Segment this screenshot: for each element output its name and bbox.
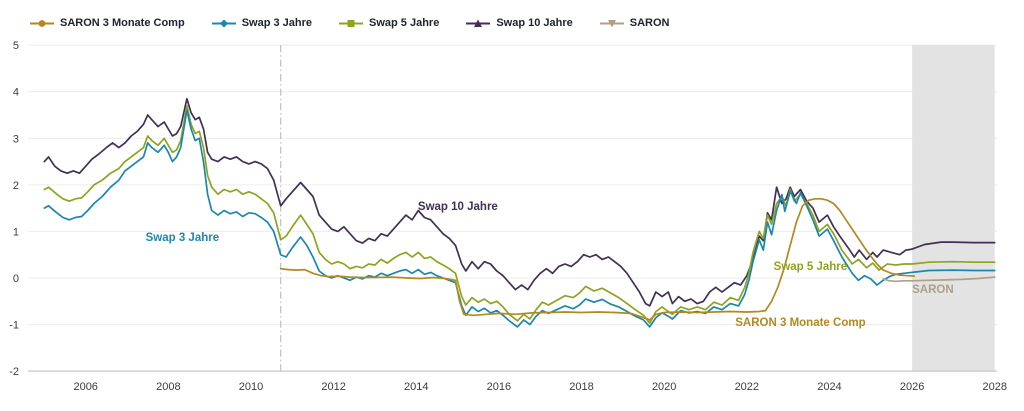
y-tick-label: 2 [13,180,19,192]
triangle-down-marker-icon [599,18,624,29]
legend-item-swap-10-jahre: Swap 10 Jahre [466,17,573,29]
x-tick-label: 2022 [735,381,759,393]
x-tick-label: 2012 [321,381,345,393]
legend-item-saron-3-monate-comp: SARON 3 Monate Comp [30,17,185,29]
legend-label: Swap 10 Jahre [496,17,573,29]
circle-marker-icon [30,18,54,29]
x-tick-label: 2008 [156,381,180,393]
y-tick-label: 5 [13,40,19,52]
square-marker-icon [339,18,364,29]
annotation-swap-3-jahre: Swap 3 Jahre [145,231,220,244]
y-tick-label: 1 [13,226,19,238]
x-tick-label: 2024 [817,381,841,393]
legend-item-saron: SARON [599,17,670,29]
forecast-band [912,45,995,372]
x-tick-label: 2018 [569,381,593,393]
legend-label: SARON [629,17,670,29]
legend-label: Swap 3 Jahre [241,17,313,29]
y-tick-label: -1 [9,320,19,332]
x-tick-label: 2010 [239,381,263,393]
x-tick-label: 2028 [982,381,1006,393]
annotation-swap-5-jahre: Swap 5 Jahre [773,260,848,273]
x-tick-label: 2014 [404,381,428,393]
legend-item-swap-5-jahre: Swap 5 Jahre [339,17,439,29]
legend-label: SARON 3 Monate Comp [60,17,185,29]
legend-item-swap-3-jahre: Swap 3 Jahre [211,17,313,29]
legend-label: Swap 5 Jahre [369,17,440,29]
series-line-swap-10-jahre [43,97,996,307]
triangle-up-marker-icon [466,18,491,29]
annotation-swap-10-jahre: Swap 10 Jahre [417,201,498,214]
y-tick-label: -2 [9,366,19,378]
x-tick-label: 2006 [73,381,97,393]
x-tick-label: 2020 [652,381,676,393]
annotation-saron: SARON [912,284,954,297]
y-tick-label: 3 [13,133,19,145]
chart-legend: SARON 3 Monate Comp Swap 3 Jahre Swap 5 … [30,17,670,29]
x-tick-label: 2026 [900,381,924,393]
series-line-swap-3-jahre [43,109,996,328]
diamond-marker-icon [211,18,236,29]
y-tick-label: 4 [13,87,19,99]
series-line-saron-3-monate-comp [279,197,916,321]
annotation-saron-3-monate-comp: SARON 3 Monate Comp [735,317,866,330]
x-tick-label: 2016 [487,381,511,393]
series-line-saron [882,276,996,283]
y-tick-label: 0 [13,273,19,285]
